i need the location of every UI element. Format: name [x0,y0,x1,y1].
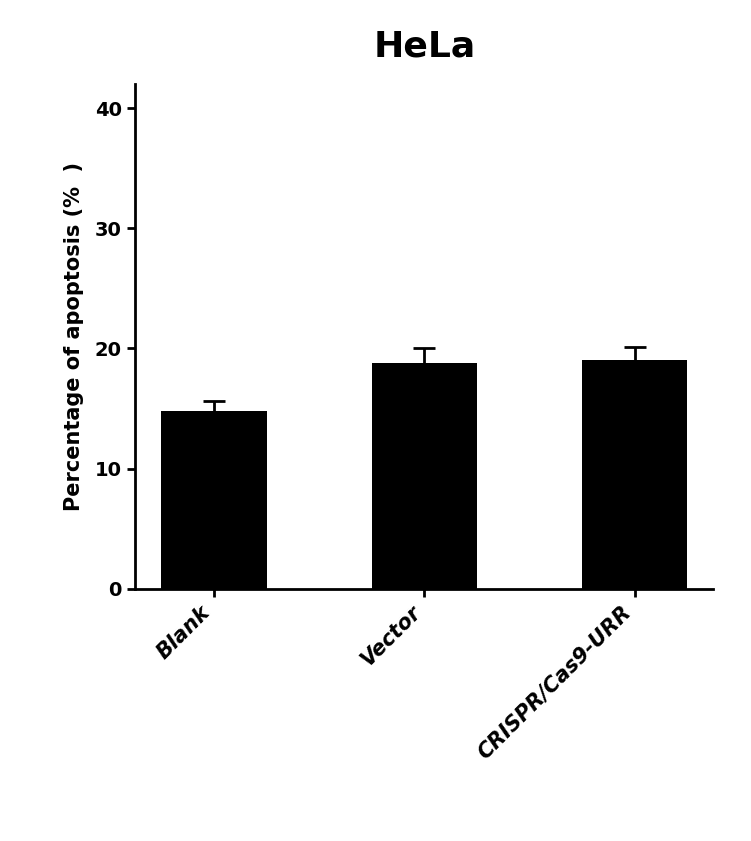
Bar [161,411,267,589]
Bar [372,362,477,589]
Bar [582,361,687,589]
Title: HeLa: HeLa [373,29,475,63]
Y-axis label: Percentage of apoptosis (%  ): Percentage of apoptosis (% ) [64,162,84,510]
